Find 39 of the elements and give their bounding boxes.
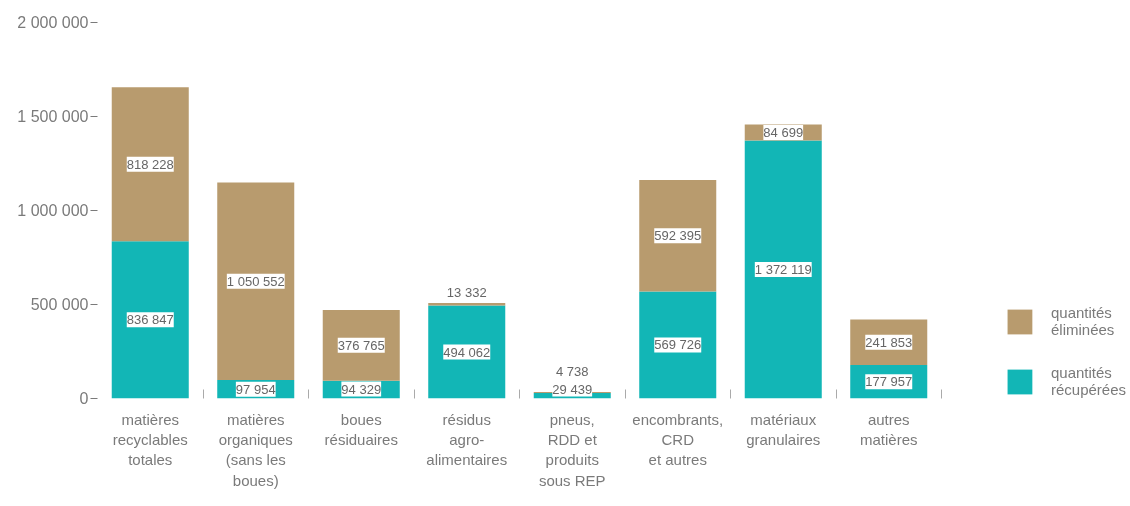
- bar: [744, 140, 822, 399]
- data-label: 13 332: [446, 285, 487, 301]
- data-label: 1 050 552: [226, 273, 285, 289]
- x-tick-label: matières organiques (sans les boues): [218, 410, 293, 489]
- data-label: 494 062: [443, 344, 491, 360]
- data-label: 177 957: [865, 374, 913, 390]
- bar: [111, 241, 189, 399]
- bar: [428, 305, 506, 399]
- x-tick-label: autres matières: [859, 410, 918, 448]
- x-tick-label: résidus agro- alimentaires: [426, 410, 508, 469]
- y-tick-label: 2 000 000: [17, 14, 89, 31]
- bar: [639, 291, 717, 399]
- bar: [639, 180, 717, 292]
- x-tick-label: matières recyclables totales: [112, 410, 188, 469]
- data-label: 818 228: [126, 156, 174, 172]
- data-label: 836 847: [126, 312, 174, 328]
- data-label: 4 738: [555, 363, 589, 379]
- data-label: 241 853: [865, 334, 913, 350]
- data-label: 1 372 119: [754, 262, 812, 278]
- data-label: 29 439: [552, 381, 593, 397]
- bar: [217, 182, 295, 381]
- data-label: 592 395: [654, 228, 702, 244]
- legend-label: quantités éliminées: [1050, 304, 1115, 338]
- x-tick-label: encombrants, CRD et autres: [632, 410, 724, 469]
- bar: [111, 87, 189, 242]
- x-tick-label: boues résiduaires: [324, 410, 398, 448]
- data-label: 569 726: [654, 337, 702, 353]
- data-label: 376 765: [337, 337, 385, 353]
- bar: [428, 303, 506, 306]
- x-tick-label: pneus, RDD et produits sous REP: [538, 410, 606, 489]
- x-tick-label: matériaux granulaires: [746, 410, 821, 448]
- bar: [322, 309, 400, 381]
- y-tick-label: 0: [79, 390, 89, 407]
- legend-label: quantités récupérées: [1050, 364, 1126, 398]
- data-label: 94 329: [341, 381, 382, 397]
- y-tick-label: 1 500 000: [17, 108, 89, 125]
- y-tick-label: 1 000 000: [17, 202, 89, 219]
- y-tick-label: 500 000: [30, 296, 89, 313]
- data-label: 84 699: [763, 125, 804, 141]
